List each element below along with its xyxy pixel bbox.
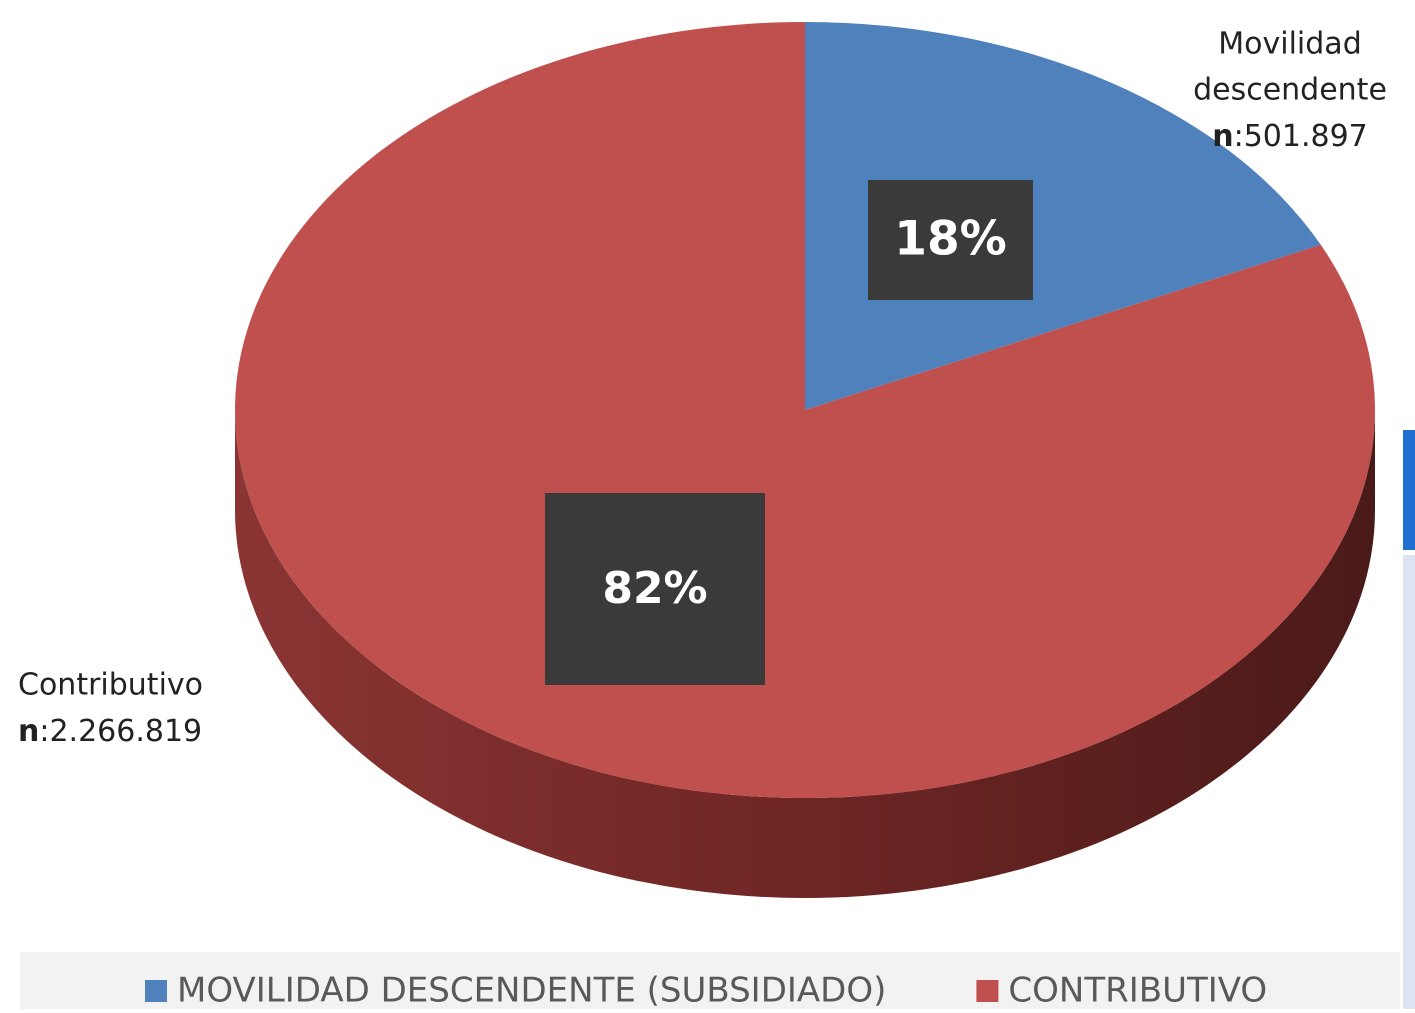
annotation: Contributivo [18,668,203,703]
pie-side [235,410,1375,898]
value-label-box [868,180,1033,300]
legend-label: MOVILIDAD DESCENDENTE (SUBSIDIADO) [177,971,886,1010]
annotation-count-part: n [1212,119,1233,154]
pie-slice [235,22,1376,798]
labels: 18%82%Movilidaddescendenten:501.897Contr… [18,27,1387,749]
value-label-box [545,493,765,685]
value-label: 82% [602,563,707,614]
pie [235,22,1376,898]
legend-background [20,952,1400,1009]
side-panel [1403,430,1415,550]
annotation-count-part: n [18,714,39,749]
annotation: Movilidad [1218,27,1361,62]
legend-label: CONTRIBUTIVO [1008,971,1267,1010]
annotation-count: n:2.266.819 [18,714,202,749]
legend-swatch [145,980,167,1002]
pie-slice [805,22,1321,410]
annotation-count: n:501.897 [1212,119,1368,154]
annotation-count-part: :2.266.819 [39,714,202,749]
legend-swatch [976,980,999,1002]
annotation: descendente [1193,73,1387,108]
annotation-count-part: :501.897 [1234,119,1368,154]
value-label: 18% [894,212,1007,267]
side-panel [1403,555,1415,1009]
